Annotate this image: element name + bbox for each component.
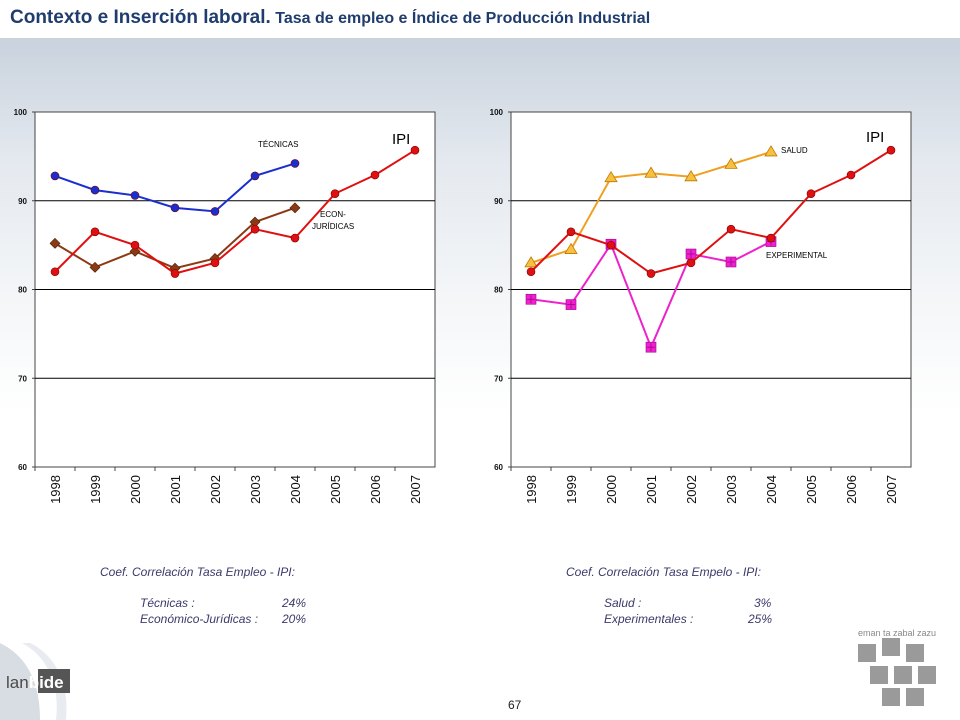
coef-right-title: Coef. Correlación Tasa Empelo - IPI: [566, 565, 761, 579]
series-2-point-4 [687, 259, 695, 267]
y-tick-label-70: 70 [18, 374, 27, 383]
chart-salud-experimental: 60 70 80 90 100 1998 1999 2000 2001 2002 2003 2004 2… [476, 95, 916, 535]
series-0-point-0 [51, 172, 59, 180]
series-2-point-1 [91, 228, 99, 236]
title-sub: Tasa de empleo e Índice de Producción In… [275, 10, 650, 27]
page-number: 67 [508, 698, 521, 712]
series-2-point-2 [607, 241, 615, 249]
coef-right-value-salud: 3% [754, 596, 771, 610]
chart-svg-right: 60 70 80 90 100 1998 1999 2000 2001 2002 2003 2004 2… [476, 95, 916, 535]
x-tick-label-2002: 2002 [208, 475, 223, 504]
series-2-point-7 [807, 190, 815, 198]
label-econ-1: ECON- [320, 210, 346, 219]
chart-tecnicas-econ: 60 70 80 90 100 1998 1999 2000 2001 2002 2003 2004 2… [0, 95, 440, 535]
coef-left-title: Coef. Correlación Tasa Empleo - IPI: [100, 565, 295, 579]
x-tick-label-2003: 2003 [248, 475, 263, 504]
label-ipi: IPI [866, 129, 884, 146]
series-2-point-0 [527, 268, 535, 276]
x-tick-label-2004: 2004 [764, 475, 779, 504]
y-tick-label-70: 70 [494, 374, 503, 383]
x-tick-label-2006: 2006 [844, 475, 859, 504]
x-tick-label-2001: 2001 [168, 475, 183, 504]
coef-left-label-econ: Económico-Jurídicas : [140, 612, 258, 626]
lanbide-logo-part2: bide [29, 673, 64, 692]
series-2-point-2 [131, 241, 139, 249]
series-2-point-5 [727, 225, 735, 233]
coef-right-label-salud: Salud : [604, 596, 641, 610]
series-2-point-0 [51, 268, 59, 276]
y-tick-label-90: 90 [18, 197, 27, 206]
label-tecnicas: TÉCNICAS [258, 140, 298, 149]
x-tick-label-2007: 2007 [884, 475, 899, 504]
series-2-point-6 [291, 234, 299, 242]
label-ipi: IPI [392, 131, 410, 148]
x-tick-label-2000: 2000 [128, 475, 143, 504]
coef-left-row-econ: Económico-Jurídicas : [140, 612, 258, 626]
x-tick-label-1999: 1999 [564, 475, 579, 504]
coef-left-label-tecnicas: Técnicas : [140, 596, 195, 610]
series-0-point-2 [131, 191, 139, 199]
series-2-point-5 [251, 225, 259, 233]
title-bar: Contexto e Inserción laboral. Tasa de em… [0, 0, 960, 38]
x-tick-label-2005: 2005 [804, 475, 819, 504]
series-2-point-6 [767, 234, 775, 242]
x-tick-label-1998: 1998 [48, 475, 63, 504]
coef-left-value-econ: 20% [282, 612, 306, 626]
y-tick-label-80: 80 [494, 286, 503, 295]
label-econ-2: JURÍDICAS [312, 222, 354, 231]
coef-right-label-experimentales: Experimentales : [604, 612, 693, 626]
series-2-point-1 [567, 228, 575, 236]
coef-right-value-experimentales: 25% [748, 612, 772, 626]
series-2-point-3 [647, 270, 655, 278]
coef-right-row-experimentales: Experimentales : [604, 612, 693, 626]
series-2-point-8 [847, 171, 855, 179]
university-emblem-icon [852, 630, 944, 710]
x-tick-label-2000: 2000 [604, 475, 619, 504]
x-tick-label-2001: 2001 [644, 475, 659, 504]
y-tick-label-100: 100 [14, 108, 28, 117]
series-2-point-7 [331, 190, 339, 198]
y-tick-label-100: 100 [490, 108, 504, 117]
series-2-point-3 [171, 270, 179, 278]
y-tick-label-60: 60 [18, 463, 27, 472]
series-2-point-4 [211, 259, 219, 267]
chart-svg-left: 60 70 80 90 100 1998 1999 2000 2001 2002 2003 2004 2… [0, 95, 440, 535]
page-title: Contexto e Inserción laboral. Tasa de em… [10, 7, 650, 29]
coef-right-row-salud: Salud : [604, 596, 641, 610]
title-main: Contexto e Inserción laboral. [10, 7, 271, 28]
lanbide-logo-part1: lan [6, 673, 29, 692]
x-tick-label-2007: 2007 [408, 475, 423, 504]
x-tick-label-2004: 2004 [288, 475, 303, 504]
coef-left-value-tecnicas: 24% [282, 596, 306, 610]
x-tick-label-1998: 1998 [524, 475, 539, 504]
series-0-point-6 [291, 159, 299, 167]
coef-left-row-tecnicas: Técnicas : [140, 596, 195, 610]
series-0-point-4 [211, 207, 219, 215]
lanbide-logo-text: lanbide [6, 673, 64, 693]
series-2-point-9 [887, 146, 895, 154]
series-0-point-1 [91, 186, 99, 194]
series-0-point-5 [251, 172, 259, 180]
x-tick-label-2002: 2002 [684, 475, 699, 504]
x-tick-label-2006: 2006 [368, 475, 383, 504]
y-tick-label-60: 60 [494, 463, 503, 472]
x-tick-label-2005: 2005 [328, 475, 343, 504]
y-tick-label-90: 90 [494, 197, 503, 206]
x-tick-label-2003: 2003 [724, 475, 739, 504]
x-tick-label-1999: 1999 [88, 475, 103, 504]
series-2-point-8 [371, 171, 379, 179]
y-tick-label-80: 80 [18, 286, 27, 295]
label-experimental: EXPERIMENTAL [766, 251, 828, 260]
series-2-point-9 [411, 146, 419, 154]
series-0-point-3 [171, 204, 179, 212]
label-salud: SALUD [781, 146, 808, 155]
